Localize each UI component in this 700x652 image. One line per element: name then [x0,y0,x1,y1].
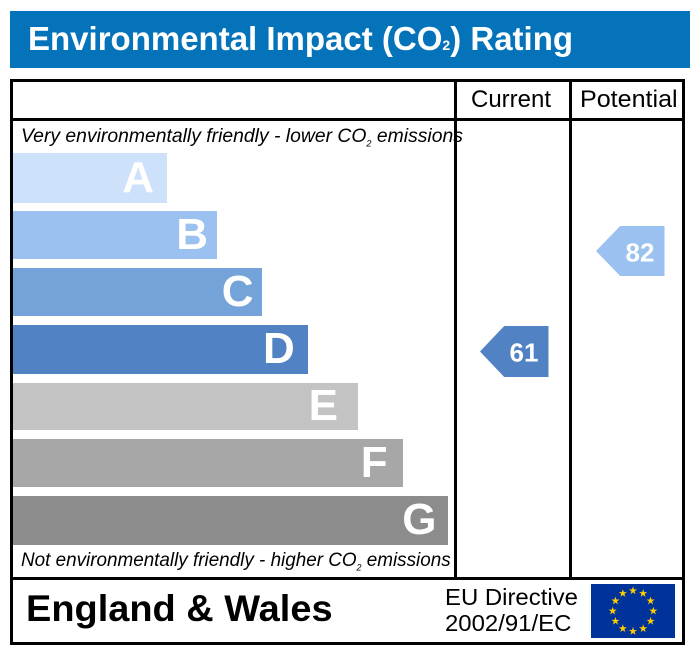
svg-text:82: 82 [625,237,654,267]
svg-text:61: 61 [510,337,539,367]
